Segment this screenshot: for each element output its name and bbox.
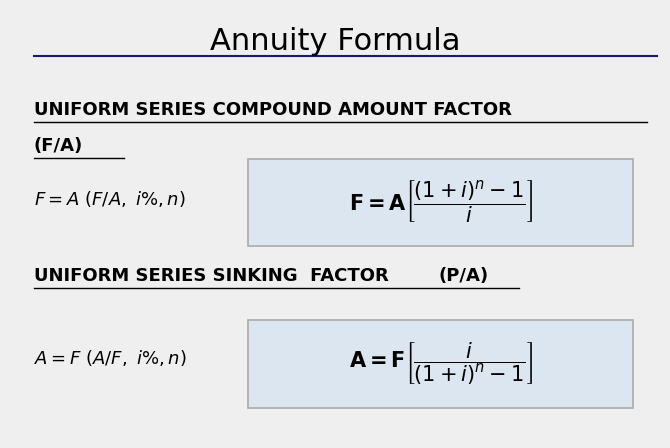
Text: $\mathbf{F =A} \left[\dfrac{(1+i)^{n}-1}{i}\right]$: $\mathbf{F =A} \left[\dfrac{(1+i)^{n}-1}… xyxy=(349,179,533,226)
Text: UNIFORM SERIES SINKING  FACTOR: UNIFORM SERIES SINKING FACTOR xyxy=(34,267,395,284)
Text: (F/A): (F/A) xyxy=(34,137,83,155)
FancyBboxPatch shape xyxy=(248,320,633,408)
Text: UNIFORM SERIES COMPOUND AMOUNT FACTOR: UNIFORM SERIES COMPOUND AMOUNT FACTOR xyxy=(34,101,511,119)
Text: $F = A \ ( F/ A, \ i\%, n)$: $F = A \ ( F/ A, \ i\%, n)$ xyxy=(34,190,185,209)
Text: $\mathbf{A = F} \left[\dfrac{i}{(1+i)^{n}-1}\right]$: $\mathbf{A = F} \left[\dfrac{i}{(1+i)^{n… xyxy=(349,340,533,387)
Text: (P/A): (P/A) xyxy=(439,267,489,284)
Text: Annuity Formula: Annuity Formula xyxy=(210,27,460,56)
FancyBboxPatch shape xyxy=(248,159,633,246)
Text: $A = F \ (A/F, \ i\%, n)$: $A = F \ (A/F, \ i\%, n)$ xyxy=(34,349,186,368)
